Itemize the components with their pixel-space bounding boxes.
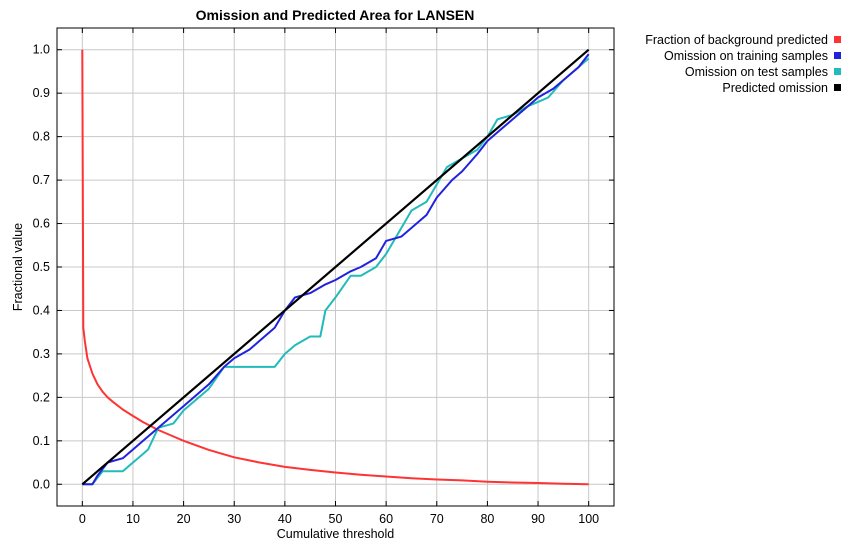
x-tick-label: 20 bbox=[177, 512, 191, 526]
series-layer bbox=[81, 48, 590, 486]
legend-swatch-1 bbox=[834, 52, 841, 59]
chart-title: Omission and Predicted Area for LANSEN bbox=[196, 7, 475, 23]
x-tick-label: 10 bbox=[126, 512, 140, 526]
series-line-3 bbox=[81, 48, 590, 486]
series-line-1 bbox=[82, 53, 590, 486]
x-tick-label: 60 bbox=[379, 512, 393, 526]
legend-label-3: Predicted omission bbox=[722, 81, 828, 95]
series-line-2 bbox=[82, 57, 590, 486]
y-tick-label: 1.0 bbox=[33, 43, 50, 57]
grid bbox=[57, 28, 614, 506]
legend-swatch-0 bbox=[834, 36, 841, 43]
y-tick-label: 0.0 bbox=[33, 477, 50, 491]
legend-swatch-3 bbox=[834, 84, 841, 91]
y-tick-label: 0.6 bbox=[33, 217, 50, 231]
y-tick-label: 0.5 bbox=[33, 260, 50, 274]
y-tick-label: 0.7 bbox=[33, 173, 50, 187]
y-tick-label: 0.9 bbox=[33, 86, 50, 100]
legend-label-2: Omission on test samples bbox=[685, 65, 828, 79]
x-axis-label: Cumulative threshold bbox=[277, 527, 394, 541]
y-tick-label: 0.2 bbox=[33, 390, 50, 404]
y-tick-label: 0.1 bbox=[33, 434, 50, 448]
x-tick-label: 0 bbox=[79, 512, 86, 526]
x-tick-label: 100 bbox=[578, 512, 599, 526]
x-tick-label: 30 bbox=[227, 512, 241, 526]
legend-label-0: Fraction of background predicted bbox=[645, 33, 828, 47]
y-tick-label: 0.8 bbox=[33, 130, 50, 144]
x-tick-label: 80 bbox=[480, 512, 494, 526]
ticks: 0 10 20 30 40 50 60 70 80 90 100 0.0 0.1 0.2 0.3 0.4 0.5… bbox=[33, 28, 614, 526]
legend-label-1: Omission on training samples bbox=[664, 49, 828, 63]
legend-swatch-2 bbox=[834, 68, 841, 75]
y-tick-label: 0.3 bbox=[33, 347, 50, 361]
x-tick-label: 90 bbox=[531, 512, 545, 526]
y-axis-label: Fractional value bbox=[11, 223, 25, 311]
y-tick-label: 0.4 bbox=[33, 303, 50, 317]
legend: Fraction of background predicted Omission… bbox=[645, 33, 841, 95]
x-tick-label: 40 bbox=[278, 512, 292, 526]
x-tick-label: 70 bbox=[430, 512, 444, 526]
x-tick-label: 50 bbox=[329, 512, 343, 526]
series-line-0 bbox=[81, 49, 589, 486]
